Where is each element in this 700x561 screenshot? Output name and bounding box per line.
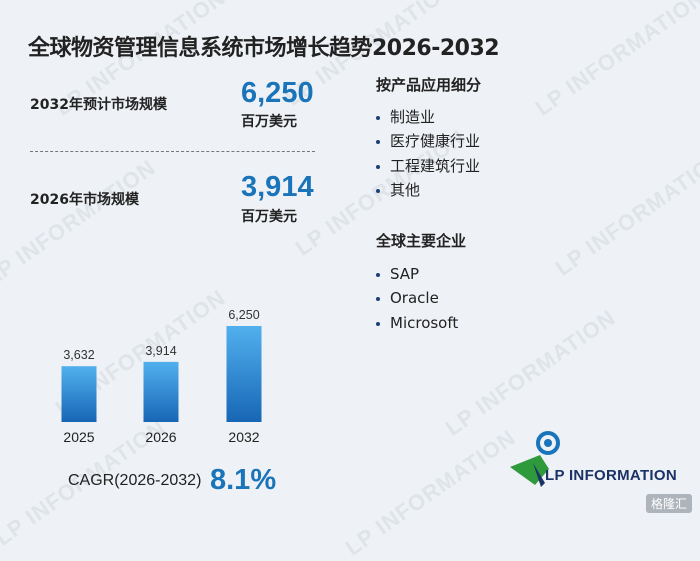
- page-title: 全球物资管理信息系统市场增长趋势2026-2032: [28, 36, 500, 61]
- data-label: 6,250: [228, 308, 259, 322]
- list-item: Oracle: [376, 286, 458, 310]
- companies-title: 全球主要企业: [376, 232, 467, 250]
- cagr-label: CAGR(2026-2032): [68, 472, 202, 489]
- bar-2025: [61, 366, 97, 422]
- list-item: 制造业: [376, 105, 480, 129]
- forecast-label: 2032年预计市场规模: [30, 97, 167, 113]
- watermark: LP INFORMATION: [440, 304, 621, 441]
- data-label: 3,632: [63, 348, 94, 362]
- forecast-value: 6,250: [241, 77, 314, 109]
- divider: [30, 151, 315, 152]
- cagr-value: 8.1%: [210, 464, 277, 496]
- x-tick-label: 2032: [228, 429, 259, 445]
- data-label: 3,914: [145, 344, 176, 358]
- watermark: LP INFORMATION: [550, 144, 700, 281]
- x-tick-label: 2025: [63, 429, 94, 445]
- forecast-unit: 百万美元: [241, 114, 297, 130]
- list-item: SAP: [376, 262, 458, 286]
- companies-list: SAP Oracle Microsoft: [376, 262, 458, 335]
- base-label: 2026年市场规模: [30, 192, 139, 208]
- base-value: 3,914: [241, 171, 314, 203]
- logo-text: LP INFORMATION: [545, 467, 677, 484]
- list-item: 其他: [376, 178, 480, 202]
- x-tick-label: 2026: [145, 429, 176, 445]
- bar-chart: 3,632 2025 3,914 2026 6,250 2032: [61, 308, 262, 445]
- list-item: 医疗健康行业: [376, 129, 480, 153]
- list-item: 工程建筑行业: [376, 154, 480, 178]
- lp-information-logo-icon: [510, 431, 560, 487]
- segments-title: 按产品应用细分: [376, 76, 482, 94]
- corner-badge: 格隆汇: [645, 494, 692, 513]
- bar-2026: [143, 361, 179, 422]
- bar-2032: [226, 326, 262, 422]
- watermark: LP INFORMATION: [340, 424, 521, 561]
- list-item: Microsoft: [376, 311, 458, 335]
- watermark: LP INFORMATION: [530, 0, 700, 121]
- base-unit: 百万美元: [241, 209, 297, 225]
- segments-list: 制造业 医疗健康行业 工程建筑行业 其他: [376, 105, 480, 202]
